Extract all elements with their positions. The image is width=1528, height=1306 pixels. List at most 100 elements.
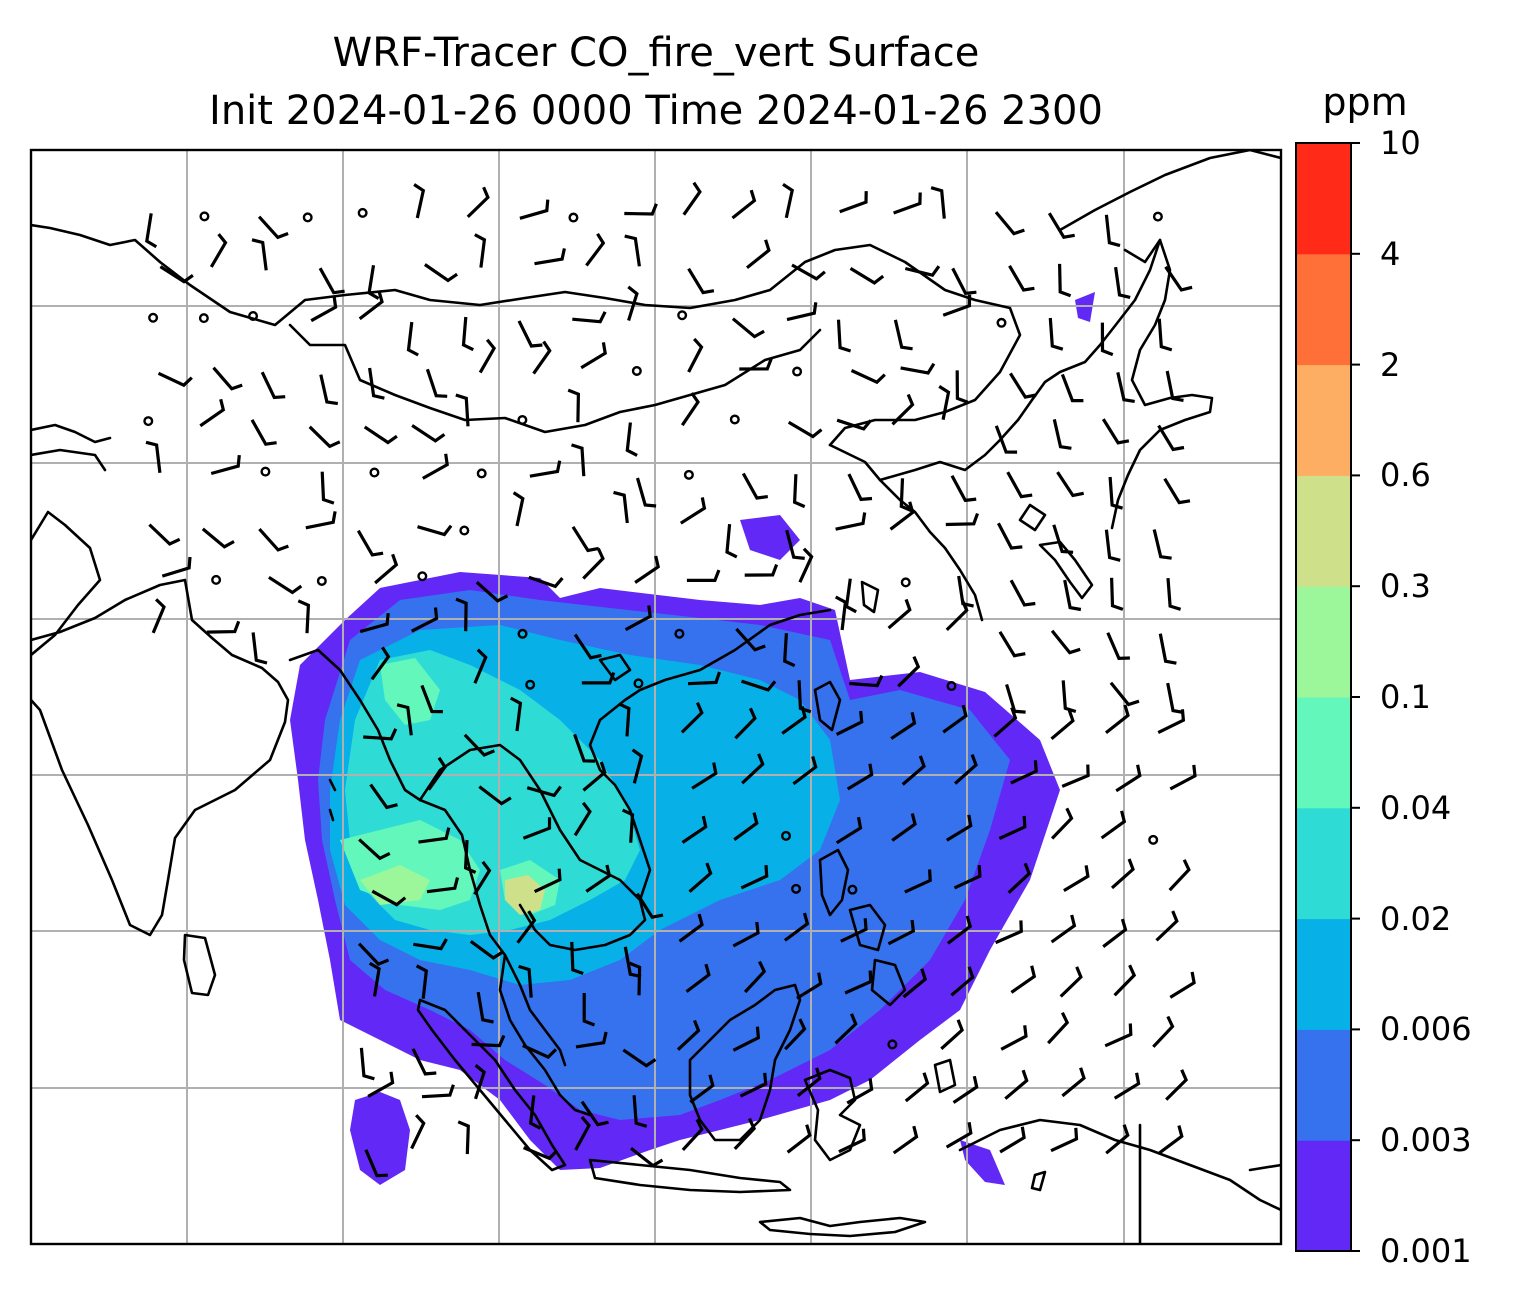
wind-barb bbox=[1157, 318, 1173, 352]
wind-barb bbox=[630, 1147, 664, 1168]
wind-barb bbox=[567, 388, 581, 423]
colorbar-bin-2 bbox=[1296, 918, 1351, 1030]
wind-barb bbox=[427, 756, 447, 791]
wind-barb bbox=[529, 460, 562, 478]
wind-barb bbox=[835, 710, 864, 736]
wind-barb bbox=[363, 425, 398, 445]
wind-barb bbox=[783, 633, 796, 668]
wind-barb bbox=[635, 477, 657, 508]
wind-barb bbox=[631, 748, 644, 784]
wind-barb bbox=[455, 597, 468, 632]
wind-barb bbox=[423, 263, 459, 283]
calm-circle bbox=[781, 830, 792, 841]
wind-barb bbox=[1165, 370, 1184, 402]
colorbar-tick-label: 0.003 bbox=[1380, 1121, 1472, 1160]
colorbar-tick-label: 2 bbox=[1380, 345, 1401, 384]
wind-barb bbox=[786, 1124, 812, 1154]
wind-barb bbox=[994, 425, 1018, 454]
wind-barb bbox=[1169, 764, 1197, 791]
wind-barb bbox=[731, 189, 757, 220]
wind-barb bbox=[1056, 471, 1085, 498]
wind-barb bbox=[676, 1019, 701, 1051]
wind-barb bbox=[1050, 1127, 1079, 1153]
wind-barb bbox=[994, 211, 1025, 236]
wind-barb bbox=[585, 232, 606, 267]
wind-barb bbox=[1047, 1012, 1070, 1045]
wind-barb bbox=[739, 1072, 768, 1098]
wind-barb bbox=[950, 966, 975, 997]
wind-barb bbox=[1061, 764, 1090, 788]
wind-barb bbox=[1109, 681, 1140, 707]
wind-barb bbox=[1164, 265, 1193, 292]
wind-barb bbox=[319, 374, 339, 406]
wind-barb bbox=[849, 267, 885, 285]
calm-circle bbox=[525, 679, 536, 690]
wind-barb bbox=[993, 707, 1018, 738]
wind-barb bbox=[461, 316, 475, 352]
wind-barb bbox=[422, 453, 449, 480]
wind-barb bbox=[787, 420, 823, 439]
wind-barb bbox=[364, 1149, 388, 1178]
wind-barb bbox=[268, 575, 303, 595]
wind-barb bbox=[796, 1067, 822, 1097]
wind-barb bbox=[893, 192, 922, 215]
wind-barb bbox=[251, 238, 268, 271]
wind-barb bbox=[890, 711, 917, 740]
wind-barb bbox=[426, 877, 460, 894]
calm-circle bbox=[198, 313, 209, 324]
calm-circle bbox=[211, 574, 222, 585]
wind-barb bbox=[618, 702, 631, 737]
wind-barb bbox=[310, 295, 338, 323]
wind-barb bbox=[887, 598, 912, 630]
wind-barb bbox=[635, 892, 664, 919]
wind-barb bbox=[145, 440, 162, 473]
wind-barb bbox=[358, 838, 391, 861]
wind-barb bbox=[999, 1126, 1026, 1154]
wind-barb bbox=[512, 491, 525, 527]
wind-barb bbox=[571, 525, 600, 553]
wind-barb bbox=[1106, 632, 1130, 661]
wind-barb bbox=[410, 1114, 426, 1150]
calm-circle bbox=[996, 317, 1007, 328]
wind-barb bbox=[688, 862, 713, 893]
colorbar-bin-1 bbox=[1296, 1029, 1351, 1141]
wind-barb bbox=[474, 233, 487, 268]
wind-barb bbox=[473, 648, 488, 684]
wind-barb bbox=[904, 869, 932, 894]
wind-barb bbox=[418, 827, 451, 844]
wind-barb bbox=[201, 527, 235, 549]
wind-barb bbox=[735, 627, 766, 652]
wind-barb bbox=[996, 522, 1023, 550]
calm-circle bbox=[677, 310, 688, 321]
gridlines bbox=[31, 150, 1281, 1244]
wind-barb bbox=[1155, 910, 1179, 942]
calm-circle bbox=[148, 312, 159, 323]
wind-barb bbox=[687, 671, 722, 686]
wind-barb bbox=[950, 475, 977, 503]
wind-barb bbox=[634, 555, 661, 584]
wind-barb bbox=[406, 321, 419, 357]
wind-barb bbox=[1100, 322, 1114, 357]
wind-barb bbox=[623, 946, 642, 978]
wind-barb bbox=[410, 607, 439, 633]
wind-barb bbox=[368, 961, 381, 997]
wind-barb bbox=[532, 340, 552, 375]
calm-circle bbox=[674, 628, 685, 639]
wind-barb bbox=[420, 684, 443, 714]
wind-barb bbox=[733, 812, 759, 841]
wind-barb bbox=[891, 393, 915, 426]
wind-barb bbox=[1101, 418, 1130, 445]
plume-islet bbox=[960, 1140, 1005, 1185]
coastlines bbox=[31, 150, 1281, 1244]
wind-barb bbox=[678, 913, 704, 943]
calm-circle bbox=[729, 414, 740, 425]
wind-barb bbox=[1157, 709, 1186, 735]
wind-barb bbox=[367, 1071, 395, 1098]
wind-barb bbox=[1168, 859, 1191, 892]
wind-barb bbox=[528, 1095, 542, 1130]
wind-barb bbox=[835, 816, 863, 845]
colorbar-tick-label: 4 bbox=[1380, 234, 1401, 273]
wind-barb bbox=[519, 199, 550, 220]
wind-barb bbox=[834, 595, 848, 631]
